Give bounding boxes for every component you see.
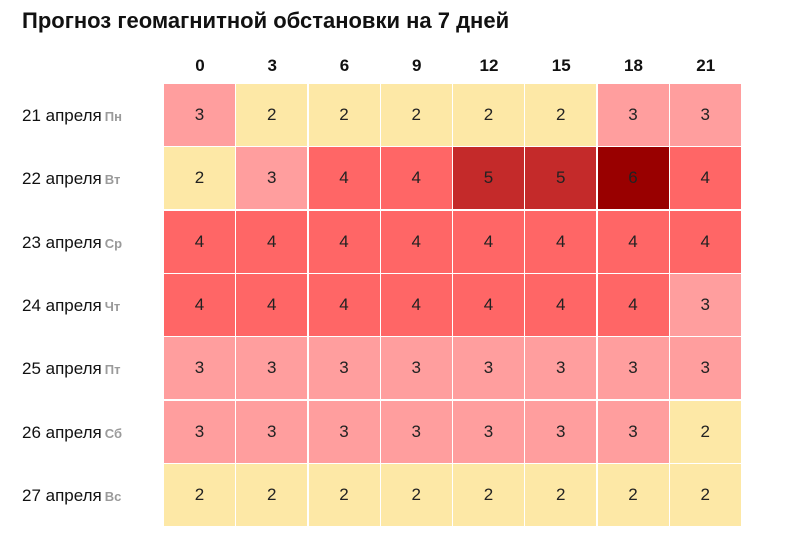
heatmap-cell: 2: [453, 84, 524, 146]
heatmap-cell: 3: [164, 400, 235, 463]
heatmap-cell: 3: [164, 337, 235, 400]
heatmap-cell: 3: [525, 400, 597, 463]
column-header-hour-9: 9: [412, 56, 422, 75]
heatmap-cell: 2: [308, 84, 380, 146]
column-header-hour-18: 18: [624, 56, 643, 75]
heatmap-cell: 2: [669, 463, 741, 526]
heatmap-cell: 2: [236, 84, 308, 146]
column-header-hour-21: 21: [696, 56, 716, 75]
heatmap-cell: 4: [164, 273, 235, 336]
heatmap-cell: 4: [525, 210, 597, 273]
row-label: 23 апреля Ср: [22, 211, 122, 274]
row-label: 25 апреля Пт: [22, 337, 120, 400]
heatmap-cell: 3: [308, 400, 380, 463]
row-date: 22 апреля: [22, 169, 102, 189]
column-header-hour-3: 3: [267, 56, 277, 75]
heatmap-cell: 5: [525, 147, 597, 210]
column-header-hour-15: 15: [551, 56, 571, 75]
page-title: Прогноз геомагнитной обстановки на 7 дне…: [22, 8, 510, 33]
heatmap-cell: 3: [308, 337, 380, 400]
row-label: 21 апреля Пн: [22, 84, 122, 147]
heatmap-cell: 3: [164, 84, 235, 146]
heatmap-cell: 3: [669, 84, 741, 146]
heatmap-cell: 2: [525, 84, 597, 146]
column-header-hour-0: 0: [195, 56, 205, 75]
row-date: 27 апреля: [22, 485, 102, 505]
heatmap-cell: 4: [453, 273, 524, 336]
row-date: 23 апреля: [22, 232, 102, 252]
heatmap-cell: 2: [380, 463, 452, 526]
heatmap-cell: 3: [597, 84, 669, 146]
heatmap-cell: 6: [597, 147, 669, 210]
row-weekday: Сб: [104, 425, 123, 441]
heatmap-cell: 3: [380, 400, 452, 463]
row-label: 26 апреля Сб: [22, 401, 122, 464]
heatmap-cell: 4: [308, 147, 380, 210]
row-date: 24 апреля: [22, 295, 102, 315]
column-header-hour-12: 12: [479, 56, 499, 75]
row-weekday: Ср: [104, 235, 123, 251]
heatmap-cell: 4: [308, 210, 380, 273]
row-date: 26 апреля: [22, 422, 102, 442]
row-label: 27 апреля Вс: [22, 464, 121, 527]
heatmap-cell: 2: [597, 463, 669, 526]
heatmap-cell: 4: [308, 273, 380, 336]
heatmap-cell: 2: [453, 463, 524, 526]
heatmap-cell: 4: [453, 210, 524, 273]
row-date: 21 апреля: [22, 106, 102, 125]
heatmap-cell: 3: [380, 337, 452, 400]
heatmap-cell: 4: [380, 147, 452, 210]
row-label: 24 апреля Чт: [22, 274, 120, 337]
heatmap-cell: 4: [597, 210, 669, 273]
heatmap-cell: 2: [380, 84, 452, 146]
heatmap-cell: 4: [236, 210, 308, 273]
row-weekday: Вс: [104, 488, 122, 504]
row-weekday: Вт: [104, 172, 121, 188]
heatmap-cell: 2: [164, 147, 235, 210]
heatmap-cell: 3: [236, 337, 308, 400]
row-weekday: Пт: [104, 362, 121, 378]
heatmap-cell: 4: [669, 210, 741, 273]
column-header-hour-6: 6: [339, 56, 350, 75]
row-weekday: Чт: [104, 298, 121, 314]
heatmap-cell: 4: [380, 273, 452, 336]
heatmap-cell: 3: [236, 147, 308, 210]
heatmap-cell: 4: [597, 273, 669, 336]
row-date: 25 апреля: [22, 359, 102, 379]
row-label: 22 апреля Вт: [22, 147, 120, 210]
heatmap-cell: 3: [453, 337, 524, 400]
heatmap-cell: 2: [236, 463, 308, 526]
heatmap-cell: 4: [164, 210, 235, 273]
heatmap-cell: 3: [597, 400, 669, 463]
heatmap-cell: 3: [453, 400, 524, 463]
heatmap-cell: 2: [525, 463, 597, 526]
heatmap-cell: 3: [525, 337, 597, 400]
row-weekday: Пн: [104, 109, 122, 124]
heatmap-cell: 3: [597, 337, 669, 400]
heatmap-cell: 2: [308, 463, 380, 526]
heatmap-cell: 4: [525, 273, 597, 336]
heatmap-cell: 2: [669, 400, 741, 463]
heatmap-cell: 5: [453, 147, 524, 210]
heatmap-cell: 3: [669, 273, 741, 336]
heatmap-cell: 4: [380, 210, 452, 273]
heatmap-cell: 4: [669, 147, 741, 210]
heatmap-cell: 3: [669, 337, 741, 400]
heatmap-cell: 2: [164, 463, 235, 526]
heatmap-cell: 3: [236, 400, 308, 463]
heatmap-cell: 4: [236, 273, 308, 336]
